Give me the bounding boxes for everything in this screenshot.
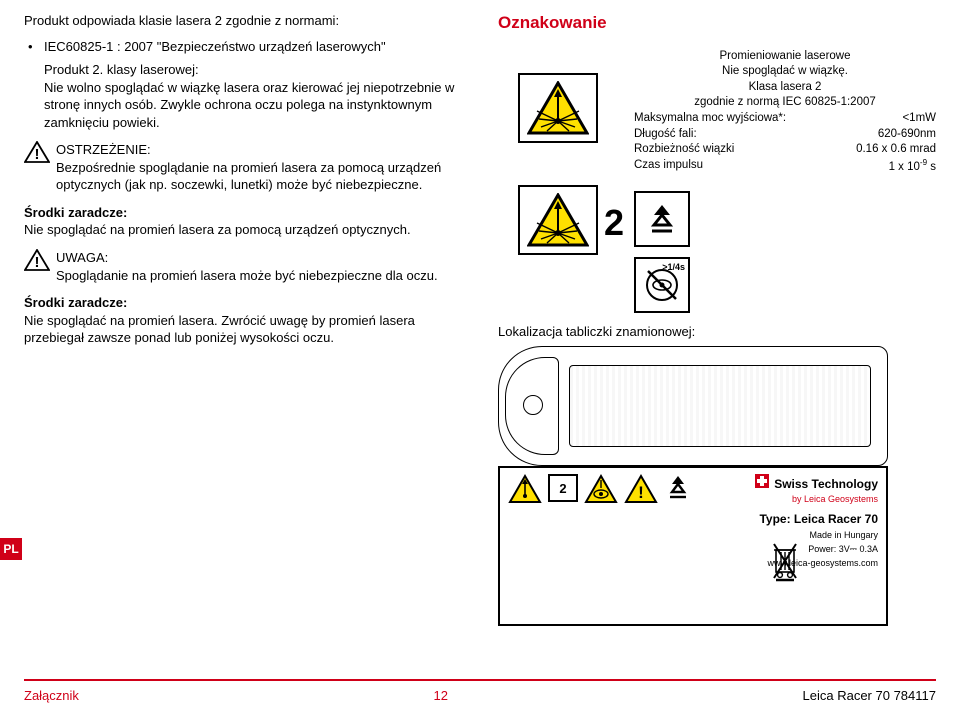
standard-bullet: • IEC60825-1 : 2007 "Bezpieczeństwo urzą… xyxy=(28,38,474,56)
spec-line4: zgodnie z normą IEC 60825-1:2007 xyxy=(634,95,936,111)
intro-text: Produkt odpowiada klasie lasera 2 zgodni… xyxy=(24,12,474,30)
weee-bin-icon xyxy=(770,540,800,582)
footer-page-number: 12 xyxy=(433,687,447,705)
remedy-2-label: Środki zaradcze: xyxy=(24,295,127,310)
warning-body: Bezpośrednie spoglądanie na promień lase… xyxy=(56,160,441,193)
remedy-2-body: Nie spoglądać na promień lasera. Zwrócić… xyxy=(24,313,415,346)
language-tag: PL xyxy=(0,538,22,560)
class-2-number: 2 xyxy=(604,199,624,248)
spec2-l: Długość fali: xyxy=(634,127,697,143)
spec1-r: <1mW xyxy=(902,111,936,127)
laser-warning-icon xyxy=(518,73,598,143)
caution-body: Spoglądanie na promień lasera może być n… xyxy=(56,268,438,283)
spec1-l: Maksymalna moc wyjściowa*: xyxy=(634,111,786,127)
spec3-r: 0.16 x 0.6 mrad xyxy=(856,142,936,158)
page-footer: Załącznik 12 Leica Racer 70 784117 xyxy=(24,679,936,705)
spec4-r: 1 x 10-9 s xyxy=(889,158,936,175)
by-leica-text: by Leica Geosystems xyxy=(755,493,878,505)
type-line: Type: Leica Racer 70 xyxy=(755,511,878,527)
footer-right: Leica Racer 70 784117 xyxy=(803,687,936,705)
svg-text:!: ! xyxy=(638,483,644,502)
device-outline xyxy=(498,346,888,466)
spec-line3: Klasa lasera 2 xyxy=(634,80,936,96)
spec-line2: Nie spoglądać w wiązkę. xyxy=(634,64,936,80)
localization-text: Lokalizacja tabliczki znamionowej: xyxy=(498,323,936,341)
caution-triangle-icon: ! xyxy=(24,249,50,271)
warning-triangle-icon: ! xyxy=(24,141,50,163)
type-plate: 2 ! Swiss Technology by Leica Geosystems xyxy=(498,466,888,626)
laser-spec-text: Promieniowanie laserowe Nie spoglądać w … xyxy=(634,49,936,175)
footer-left: Załącznik xyxy=(24,687,79,705)
spec-line1: Promieniowanie laserowe xyxy=(634,49,936,65)
remedy-1-body: Nie spoglądać na promień lasera za pomoc… xyxy=(24,222,411,237)
made-in: Made in Hungary xyxy=(755,529,878,541)
svg-text:!: ! xyxy=(35,254,40,271)
class-paragraph: Produkt 2. klasy laserowej: Nie wolno sp… xyxy=(44,61,474,131)
class-body: Nie wolno spoglądać w wiązkę lasera oraz… xyxy=(44,80,454,130)
label-mid-row: 2 >1/4s xyxy=(498,185,936,313)
warning-block: ! OSTRZEŻENIE: Bezpośrednie spoglądanie … xyxy=(24,141,474,194)
warning-label: OSTRZEŻENIE: xyxy=(56,142,151,157)
mini-warning-icon xyxy=(508,474,542,504)
mini-eye-warning-icon xyxy=(584,474,618,504)
mini-open-arrow-icon xyxy=(664,474,692,502)
right-column: Oznakowanie xyxy=(498,12,936,626)
eye-timing-icon: >1/4s xyxy=(634,257,690,313)
left-column: Produkt odpowiada klasie lasera 2 zgodni… xyxy=(24,12,474,626)
bullet-text: IEC60825-1 : 2007 "Bezpieczeństwo urządz… xyxy=(44,38,386,56)
caution-label: UWAGA: xyxy=(56,250,108,265)
bullet-dot: • xyxy=(28,38,44,56)
spec3-l: Rozbieżność wiązki xyxy=(634,142,734,158)
spec2-r: 620-690nm xyxy=(878,127,936,143)
timing-text: >1/4s xyxy=(662,261,685,273)
open-arrow-icon xyxy=(634,191,690,247)
remedy-1: Środki zaradcze: Nie spoglądać na promie… xyxy=(24,204,474,239)
spec4-l: Czas impulsu xyxy=(634,158,703,175)
swiss-tech-text: Swiss Technology xyxy=(774,477,878,491)
remedy-2: Środki zaradcze: Nie spoglądać na promie… xyxy=(24,294,474,347)
svg-text:!: ! xyxy=(35,146,40,163)
mini-caution-icon: ! xyxy=(624,474,658,504)
label-top-row: Promieniowanie laserowe Nie spoglądać w … xyxy=(498,49,936,175)
swiss-flag-icon xyxy=(755,474,769,488)
laser-warning-icon-2 xyxy=(518,185,598,255)
caution-block: ! UWAGA: Spoglądanie na promień lasera m… xyxy=(24,249,474,284)
mini-class-2-icon: 2 xyxy=(548,474,578,502)
section-title: Oznakowanie xyxy=(498,12,936,35)
remedy-1-label: Środki zaradcze: xyxy=(24,205,127,220)
class-heading: Produkt 2. klasy laserowej: xyxy=(44,62,199,77)
